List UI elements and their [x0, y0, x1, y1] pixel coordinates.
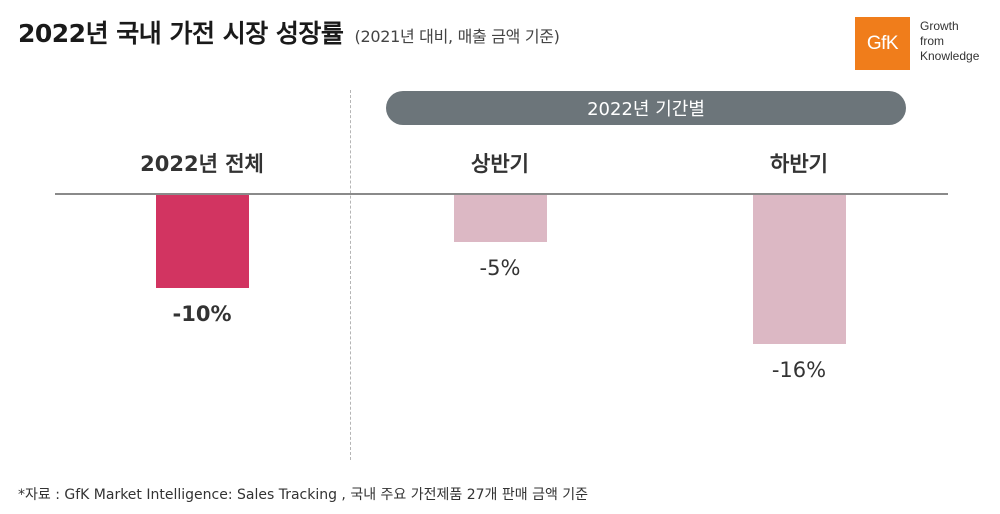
source-footnote: *자료 : GfK Market Intelligence: Sales Tra… — [18, 487, 589, 503]
title-subtitle: (2021년 대비, 매출 금액 기준) — [354, 27, 560, 46]
value-label-first-half: -5% — [479, 255, 521, 280]
category-label-second-half: 하반기 — [770, 152, 828, 176]
category-label-total: 2022년 전체 — [140, 152, 264, 176]
chart-title: 2022년 국내 가전 시장 성장률 (2021년 대비, 매출 금액 기준) — [18, 14, 560, 50]
logo-tagline: Growth from Knowledge — [920, 19, 979, 64]
tagline-line-1: Growth — [920, 19, 959, 33]
period-header-pill: 2022년 기간별 — [386, 91, 906, 125]
section-divider — [350, 90, 351, 460]
logo-brand: GfK — [866, 32, 899, 54]
tagline-line-3: Knowledge — [920, 49, 980, 63]
title-main: 2022년 국내 가전 시장 성장률 — [18, 19, 344, 48]
category-label-first-half: 상반기 — [471, 152, 529, 176]
zero-baseline — [55, 193, 948, 195]
bar-second-half — [752, 195, 846, 344]
value-label-total: -10% — [172, 302, 232, 326]
bar-total — [155, 195, 249, 288]
value-label-second-half: -16% — [771, 357, 827, 382]
gfk-logo: GfK — [855, 17, 910, 70]
tagline-line-2: from — [920, 34, 944, 48]
bar-first-half — [453, 195, 547, 242]
